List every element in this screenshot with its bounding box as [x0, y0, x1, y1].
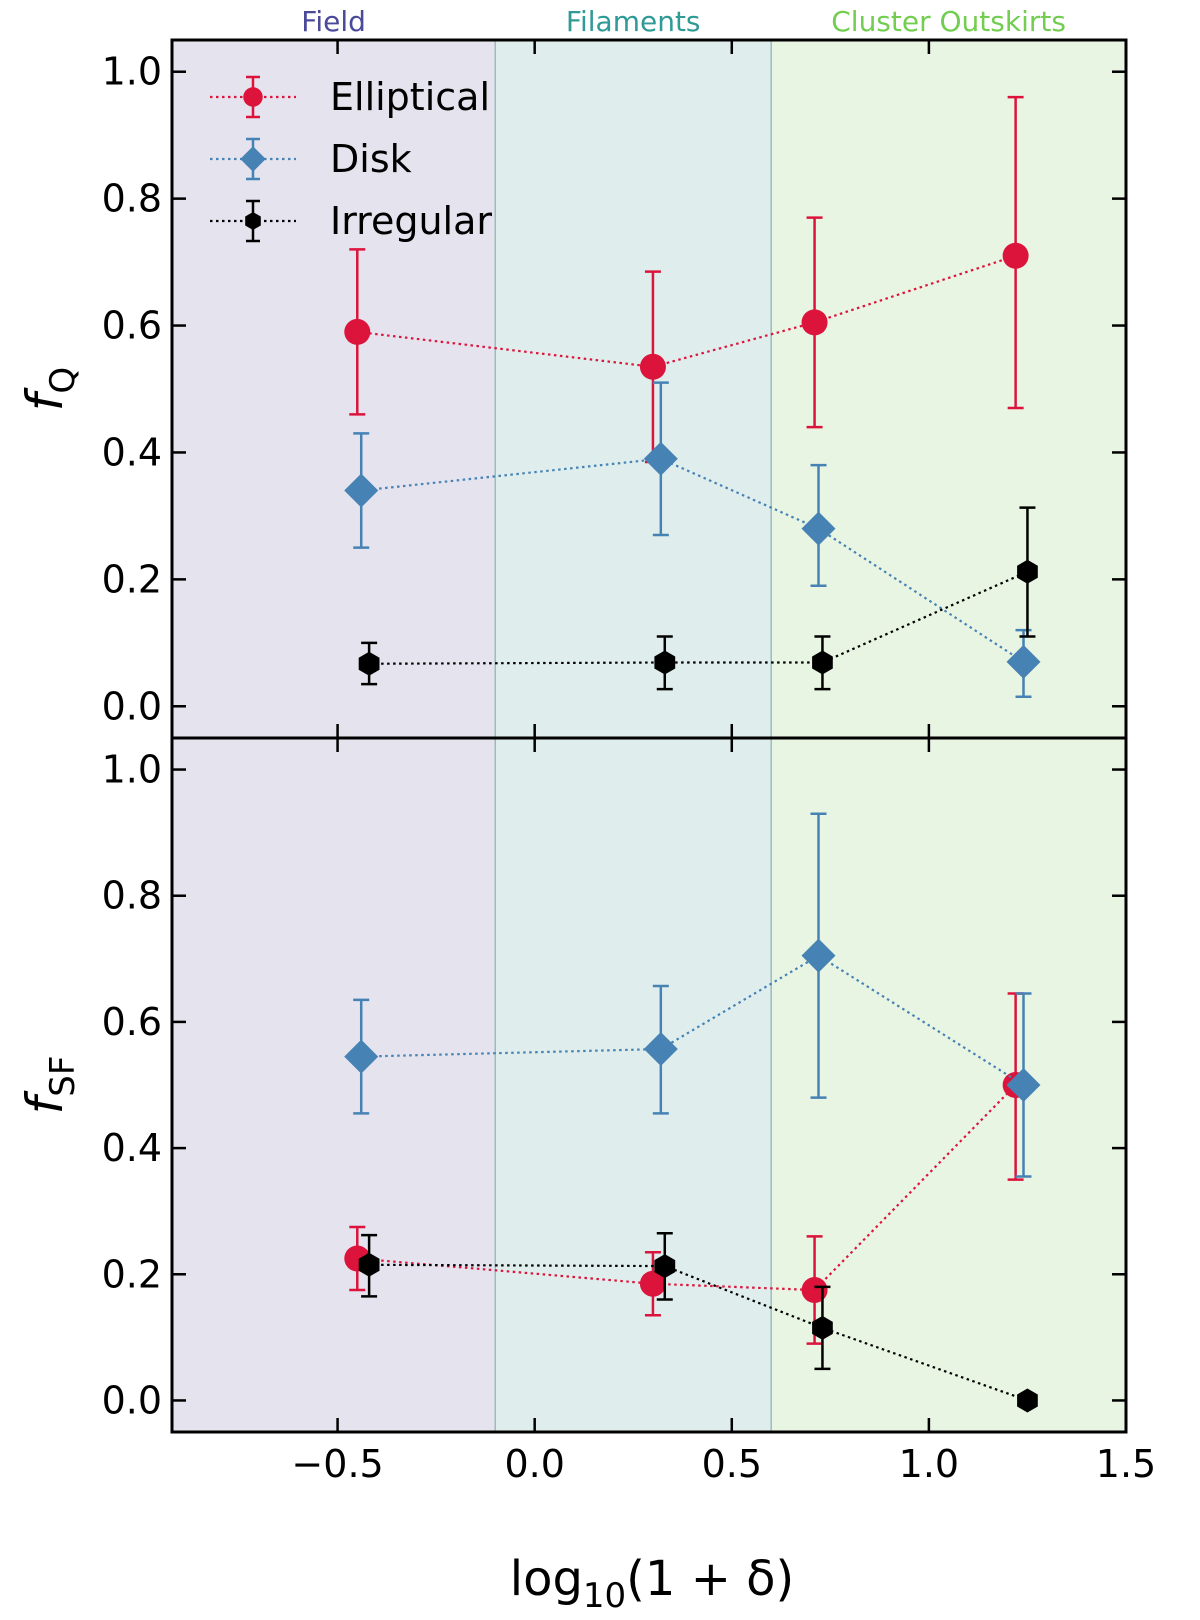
x-tick-label: −0.5: [291, 1442, 383, 1486]
y-tick-label: 0.8: [102, 874, 162, 918]
y-tick-label: 0.0: [102, 1378, 162, 1422]
marker-point: [643, 1032, 678, 1067]
series-line: [357, 1084, 1017, 1292]
region-cluster-outskirts: [771, 40, 1126, 1432]
series-line: [369, 1263, 1028, 1402]
marker-point: [245, 212, 261, 230]
legend-entry-disk: Disk: [210, 137, 412, 181]
axes: Field Filaments Cluster Outskirts 0.0 0.2 0.4…: [102, 5, 1157, 1486]
series-irregular-panel-0: [358, 506, 1038, 691]
y-tick-label: 0.6: [102, 304, 162, 348]
y-tick-label: 1.0: [102, 748, 162, 792]
region-label: Cluster Outskirts: [831, 5, 1066, 38]
x-axis-label: log10(1 + δ): [510, 1551, 795, 1616]
marker-point: [344, 1039, 379, 1074]
region-label: Field: [301, 5, 366, 38]
marker-point: [801, 938, 836, 973]
legend-label: Disk: [330, 137, 412, 181]
legend-label: Irregular: [330, 199, 492, 243]
region-filaments: [495, 40, 772, 1432]
region-dividers: [494, 40, 772, 1432]
marker-point: [1017, 559, 1038, 584]
series-line: [361, 457, 1025, 663]
region-field: [172, 40, 496, 1432]
series-line: [369, 570, 1028, 665]
data-series: [344, 95, 1041, 1413]
marker-point: [240, 146, 266, 172]
marker-point: [358, 1252, 380, 1277]
marker-point: [344, 473, 379, 508]
y-tick-label: 0.2: [102, 1252, 162, 1296]
marker-point: [243, 87, 263, 107]
y-tick-label: 0.6: [102, 1000, 162, 1044]
series-disk-panel-1: [344, 812, 1041, 1178]
y-axis-label-top: fQ: [16, 367, 83, 411]
series-line: [361, 954, 1025, 1086]
y-tick-label: 0.8: [102, 177, 162, 221]
y-tick-label: 1.0: [102, 50, 162, 94]
x-tick-label: 1.5: [1096, 1442, 1156, 1486]
marker-point: [654, 650, 676, 675]
series-elliptical-panel-0: [344, 95, 1029, 464]
series-irregular-panel-1: [358, 1232, 1038, 1413]
x-tick-label: 0.5: [702, 1442, 762, 1486]
marker-point: [812, 650, 833, 675]
region-label: Filaments: [566, 5, 701, 38]
y-tick-label: 0.2: [102, 557, 162, 601]
series-line: [357, 254, 1016, 368]
y-tick-label: 0.4: [102, 430, 162, 474]
y-tick-label: 0.4: [102, 1126, 162, 1170]
x-tick-label: 0.0: [504, 1442, 564, 1486]
marker-point: [1002, 242, 1029, 269]
marker-point: [639, 353, 666, 380]
panel-frame: [170, 736, 1128, 1434]
series-disk-panel-0: [344, 381, 1041, 699]
legend-entry-irregular: Irregular: [210, 199, 492, 243]
marker-point: [1006, 1068, 1041, 1102]
y-axis-label-bottom: fSF: [16, 1056, 83, 1115]
marker-point: [358, 651, 380, 676]
marker-point: [344, 318, 371, 345]
marker-point: [801, 511, 836, 546]
marker-point: [1017, 1388, 1038, 1413]
marker-point: [801, 309, 828, 336]
marker-point: [643, 441, 678, 476]
marker-point: [1006, 644, 1041, 679]
x-tick-label: 1.0: [899, 1442, 959, 1486]
y-tick-label: 0.0: [102, 684, 162, 728]
legend: Elliptical Disk Irregular: [210, 75, 492, 243]
legend-label: Elliptical: [330, 75, 490, 119]
marker-point: [812, 1315, 833, 1340]
marker-point: [639, 1270, 666, 1297]
marker-point: [801, 1277, 828, 1304]
legend-entry-elliptical: Elliptical: [210, 75, 490, 119]
region-backgrounds: [172, 40, 1126, 1432]
marker-point: [654, 1254, 676, 1279]
